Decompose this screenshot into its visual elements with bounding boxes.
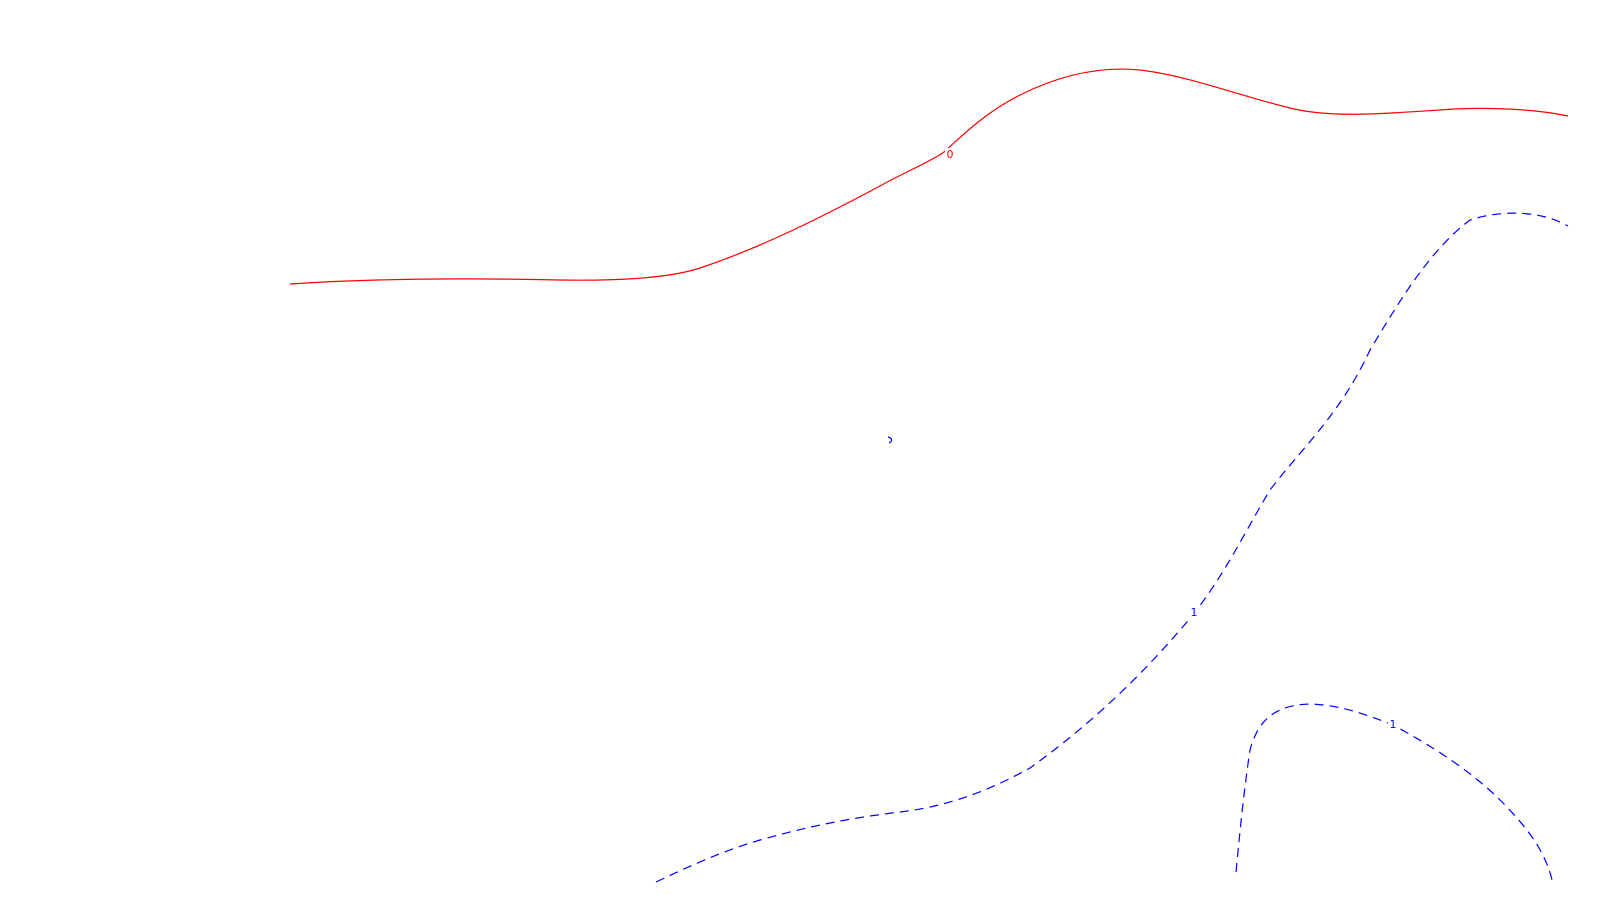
contour-line-2 <box>655 212 1569 883</box>
contour-label-halo <box>1388 718 1398 732</box>
contour-label-halo <box>945 148 955 162</box>
contour-label-1: 0 <box>947 148 954 161</box>
contour-label-halo <box>1189 606 1199 620</box>
contour-line-4 <box>887 436 893 444</box>
contour-line-3 <box>1235 703 1553 881</box>
contour-line-1 <box>289 68 1569 285</box>
contour-label-2: 1 <box>1191 606 1198 619</box>
contour-label-3: 1 <box>1390 718 1397 731</box>
